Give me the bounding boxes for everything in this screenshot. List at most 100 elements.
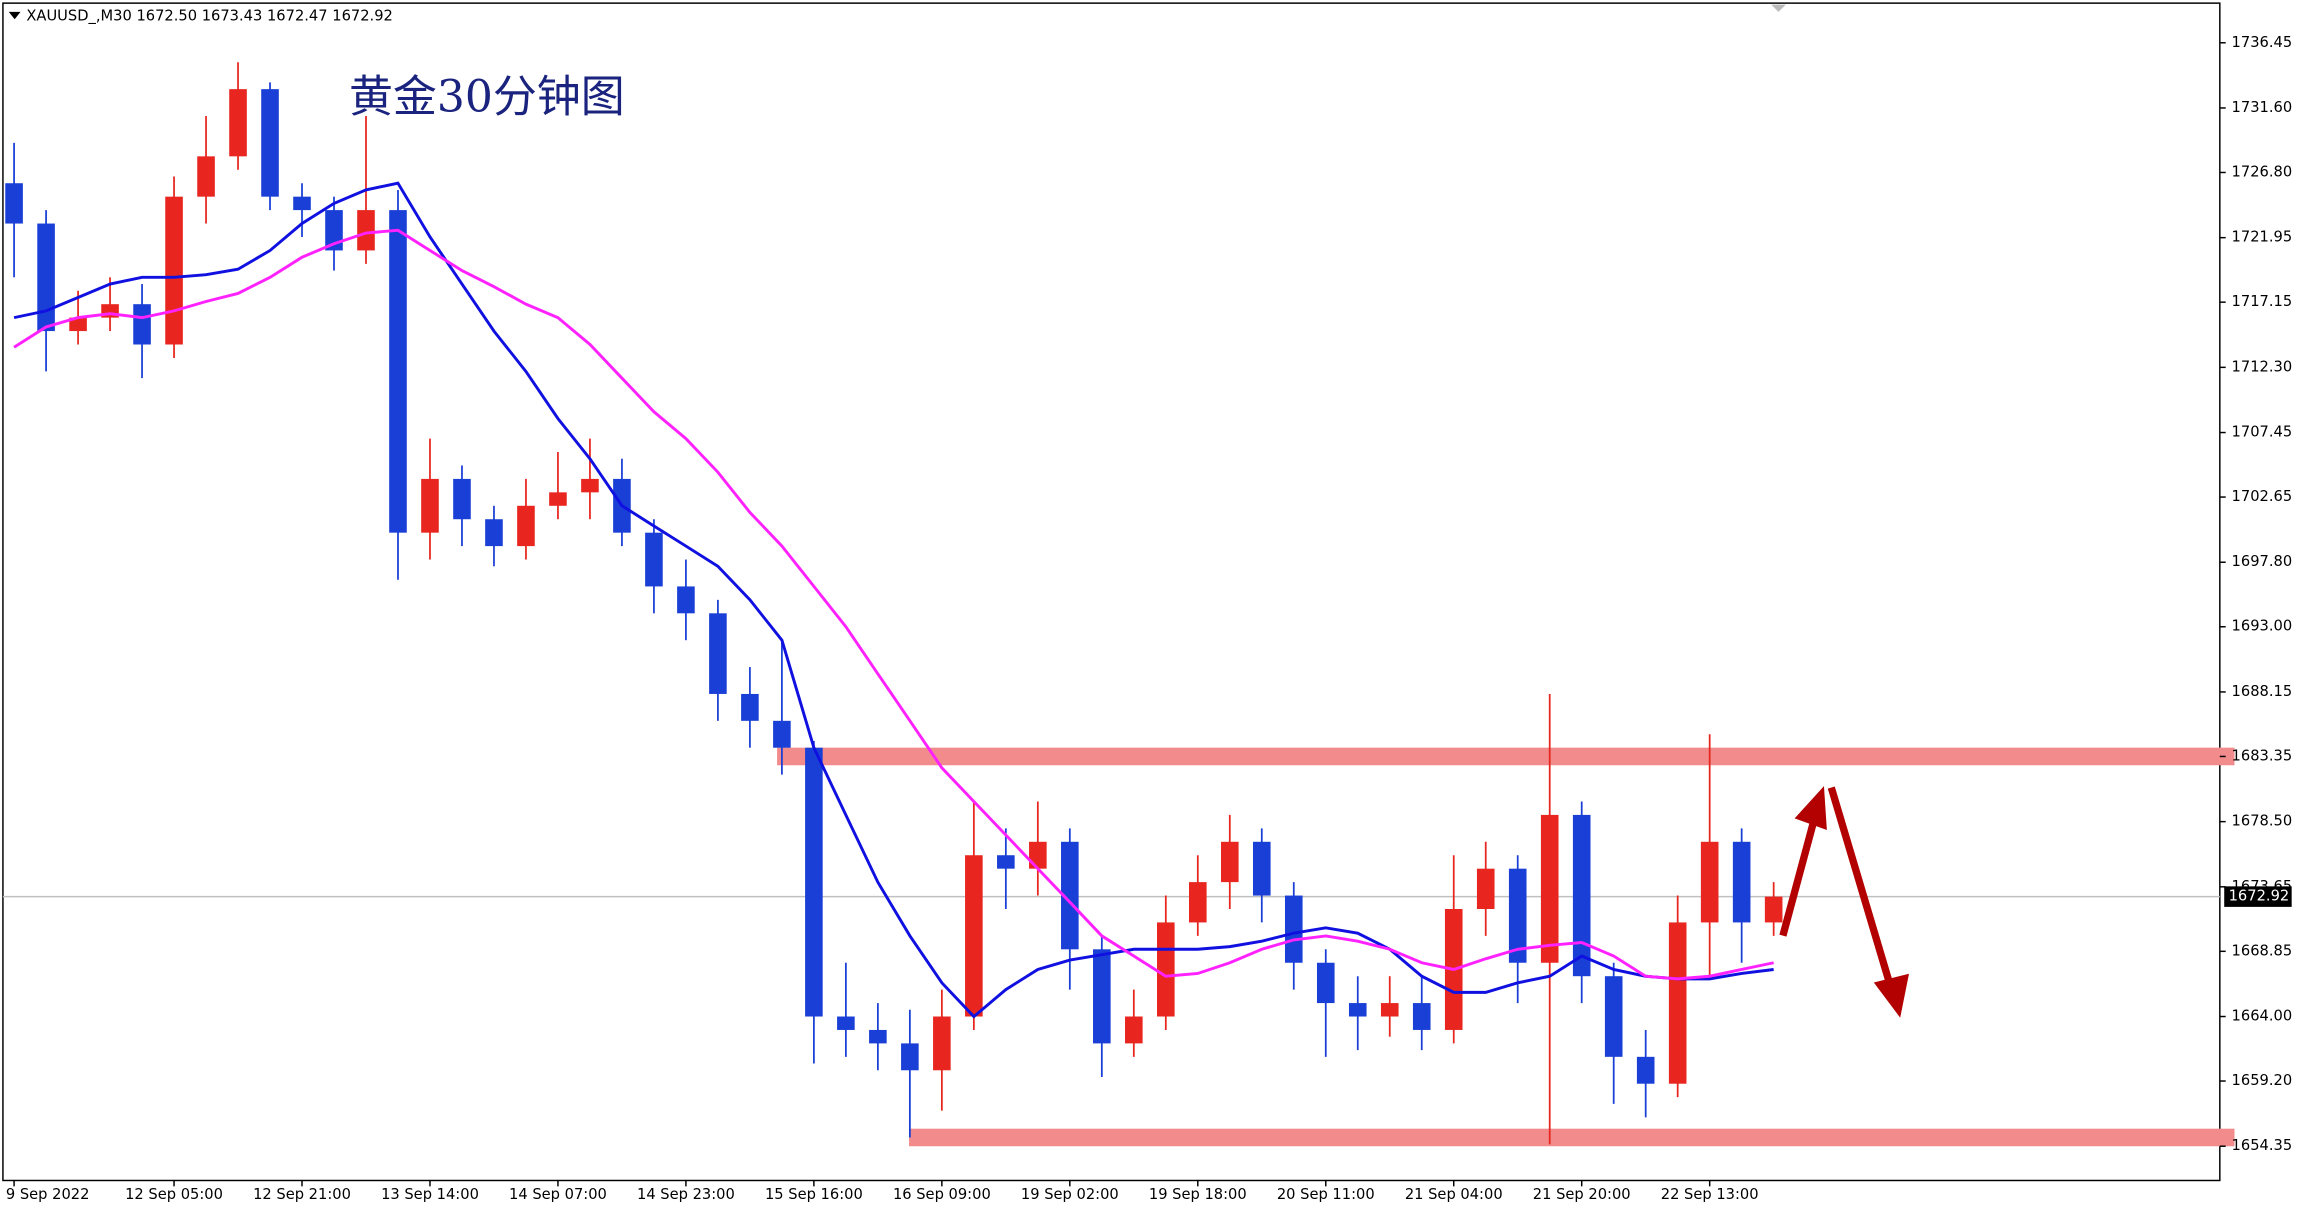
y-tick-label: 1693.00 (2232, 618, 2293, 635)
candle-body (933, 1016, 951, 1071)
candle-body (773, 720, 791, 748)
scroll-marker (1771, 4, 1786, 12)
y-tick-label: 1712.30 (2232, 358, 2293, 375)
candle-body (261, 89, 279, 197)
x-tick-label: 20 Sep 11:00 (1277, 1186, 1375, 1203)
x-tick-label: 21 Sep 20:00 (1533, 1186, 1631, 1203)
candle-body (645, 532, 663, 587)
candle-body (421, 478, 439, 533)
candle-body (1125, 1016, 1143, 1044)
y-tick-label: 1668.85 (2232, 942, 2293, 959)
y-tick-label: 1736.45 (2232, 34, 2293, 51)
y-tick-label: 1654.35 (2232, 1137, 2293, 1154)
axes: 1736.45 1731.60 1726.80 1721.95 1717.15 1712.… (6, 34, 2292, 1203)
candles (5, 62, 1783, 1145)
price-zone (777, 747, 2235, 766)
arrow-shaft (1827, 786, 1892, 981)
candle-body (1764, 896, 1783, 923)
candle-body (1220, 841, 1239, 883)
arrow-head (1873, 973, 1909, 1018)
candle-body (1636, 1056, 1655, 1084)
candle-body (837, 1016, 855, 1030)
y-tick-label: 1707.45 (2232, 424, 2293, 441)
price-zone (909, 1128, 2235, 1147)
y-tick-label: 1678.50 (2232, 813, 2293, 830)
y-tick-label: 1688.15 (2232, 683, 2293, 700)
candle-body (709, 613, 727, 694)
candle-body (869, 1029, 887, 1044)
menu-triangle (8, 11, 21, 20)
x-tick-label: 22 Sep 13:00 (1661, 1186, 1759, 1203)
chart-title: 黄金30分钟图 (349, 71, 625, 122)
x-tick-label: 14 Sep 07:00 (509, 1186, 607, 1203)
candle-body (901, 1043, 919, 1071)
candle-body (389, 210, 407, 533)
arrow-up (1779, 786, 1827, 937)
y-tick-label: 1717.15 (2232, 293, 2293, 310)
candle-body (997, 855, 1015, 869)
candle-body (165, 196, 183, 345)
candle-body (5, 183, 23, 224)
candle-body (1252, 841, 1271, 896)
candle-body (517, 505, 535, 547)
y-tick-label: 1726.80 (2232, 163, 2293, 180)
last-price-label: 1672.92 (2229, 888, 2290, 905)
candle-body (37, 223, 55, 332)
candle-body (229, 89, 247, 157)
candle-body (357, 210, 375, 251)
x-tick-label: 16 Sep 09:00 (893, 1186, 991, 1203)
candle-body (1732, 841, 1751, 923)
x-tick-label: 14 Sep 23:00 (637, 1186, 735, 1203)
candle-body (1508, 868, 1527, 963)
candle-body (1412, 1003, 1431, 1030)
candle-body (1540, 814, 1559, 963)
x-tick-label: 15 Sep 16:00 (765, 1186, 863, 1203)
candle-body (805, 747, 823, 1017)
plot-frame (2, 2, 2221, 1182)
candle-body (549, 492, 567, 506)
arrow-head (1794, 786, 1827, 831)
x-tick-label: 12 Sep 05:00 (125, 1186, 223, 1203)
candle-body (293, 196, 311, 211)
candle-body (581, 478, 599, 493)
candle-body (197, 156, 215, 197)
candle-body (1029, 841, 1047, 869)
candle-body (741, 693, 759, 721)
y-tick-label: 1697.80 (2232, 553, 2293, 570)
candle-body (1604, 976, 1623, 1057)
candle-body (1188, 882, 1207, 923)
candle-body (1476, 868, 1495, 909)
y-tick-label: 1683.35 (2232, 747, 2293, 764)
candle-body (1157, 922, 1175, 1017)
candle-body (965, 855, 983, 1017)
y-tick-label: 1731.60 (2232, 99, 2293, 116)
y-tick-label: 1702.65 (2232, 488, 2293, 505)
x-tick-label: 19 Sep 18:00 (1149, 1186, 1247, 1203)
moving-average (13, 181, 1774, 1019)
candle-body (1348, 1003, 1367, 1017)
x-tick-label: 21 Sep 04:00 (1405, 1186, 1503, 1203)
arrow-shaft (1779, 820, 1818, 937)
last-price-box (2224, 886, 2292, 907)
candle-body (1380, 1003, 1399, 1017)
x-tick-label: 12 Sep 21:00 (253, 1186, 351, 1203)
levels (2, 747, 2235, 1147)
candle-body (1316, 962, 1335, 1004)
candle-body (1668, 922, 1687, 1084)
y-tick-label: 1659.20 (2232, 1072, 2293, 1089)
candle-body (1284, 895, 1303, 963)
candle-body (1700, 841, 1719, 923)
candle-body (453, 478, 471, 520)
candle-body (1061, 841, 1079, 950)
x-tick-label: 9 Sep 2022 (6, 1186, 90, 1203)
candle-body (325, 210, 343, 251)
candle-body (133, 304, 151, 345)
x-tick-label: 19 Sep 02:00 (1021, 1186, 1119, 1203)
y-tick-label: 1664.00 (2232, 1008, 2293, 1025)
candle-body (69, 317, 87, 332)
candle-body (485, 519, 503, 547)
moving-averages (13, 181, 1774, 1019)
chart-header: XAUUSD_,M30 1672.50 1673.43 1672.47 1672… (26, 7, 392, 24)
